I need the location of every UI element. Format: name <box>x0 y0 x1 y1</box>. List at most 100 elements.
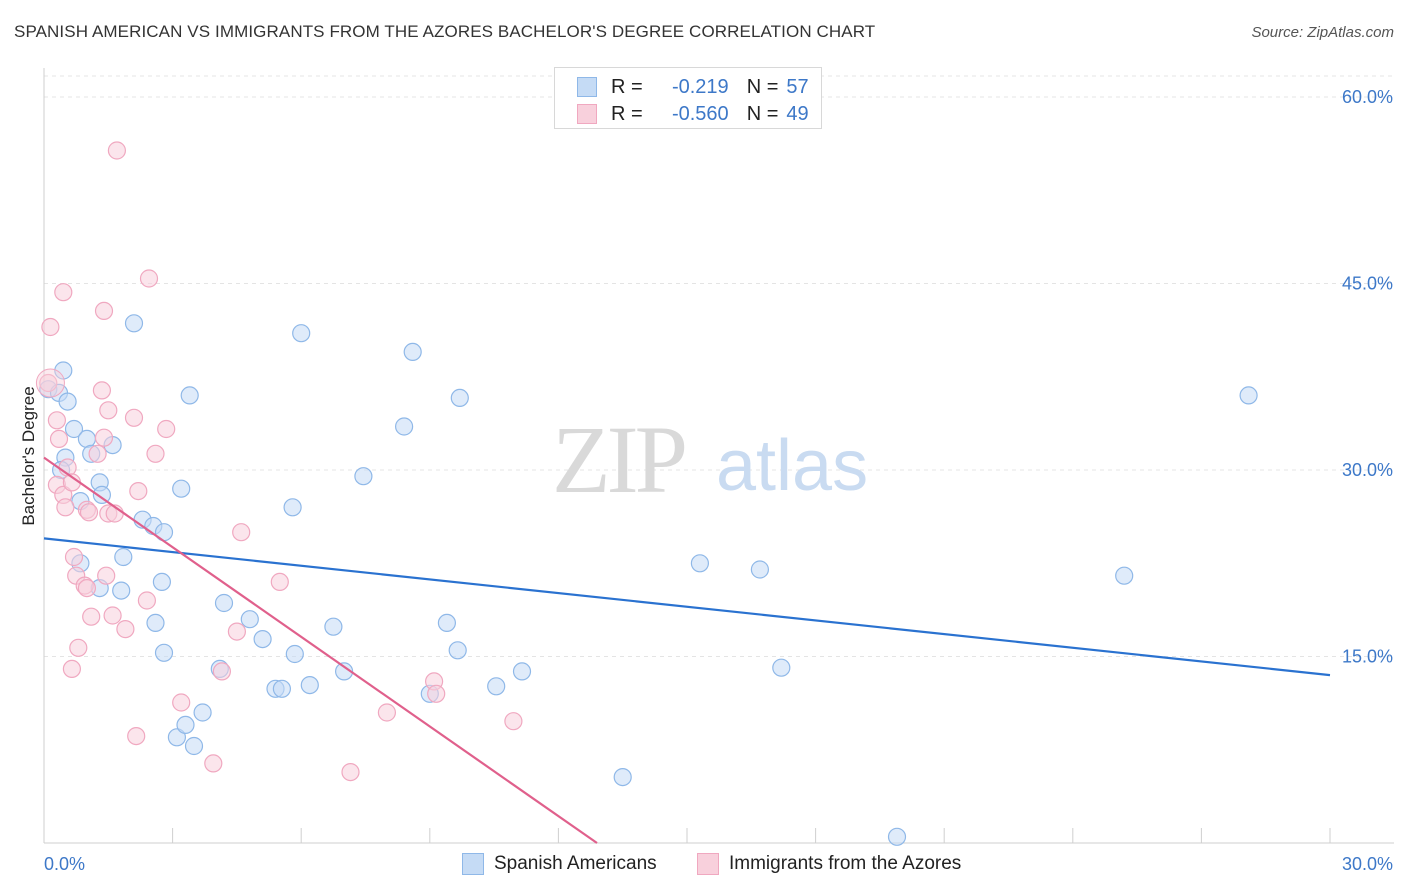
grid-lines <box>44 75 1394 657</box>
spanish-point <box>92 485 112 504</box>
azores-point <box>204 754 223 773</box>
series-spanish-americans <box>39 314 1258 846</box>
series-legend-label: Spanish Americans <box>494 853 657 874</box>
spanish-point <box>124 314 144 333</box>
azores-point <box>47 411 67 430</box>
legend-row-spanish: R = -0.219 N = 57 <box>577 75 809 99</box>
azores-point <box>146 444 165 463</box>
azores-point <box>56 498 75 517</box>
trend-line-spanish <box>43 537 1331 677</box>
spanish-point <box>152 572 171 592</box>
y-tick-label: 60.0% <box>1342 87 1393 107</box>
azores-point <box>427 684 446 703</box>
spanish-point <box>613 767 632 787</box>
spanish-point <box>64 419 84 439</box>
azores-point <box>41 317 60 337</box>
legend-n-label: N = <box>746 102 779 125</box>
chart-title: SPANISH AMERICAN VS IMMIGRANTS FROM THE … <box>14 22 876 41</box>
spanish-point <box>772 658 791 677</box>
series-azores-immigrants <box>35 141 523 782</box>
correlation-legend: R = -0.219 N = 57 R = -0.560 N = 49 <box>554 67 822 129</box>
azores-point <box>77 578 97 598</box>
spanish-point <box>354 467 373 486</box>
azores-point <box>129 482 148 501</box>
series-legend-spanish: Spanish Americans <box>462 852 657 876</box>
spanish-point <box>487 677 506 696</box>
azores-point <box>94 301 114 320</box>
spanish-point <box>193 703 212 722</box>
spanish-point <box>1239 386 1258 405</box>
azores-point <box>124 408 144 427</box>
legend-n-label: N = <box>746 75 779 98</box>
spanish-point <box>690 554 710 573</box>
spanish-point <box>512 662 532 681</box>
watermark-atlas: atlas <box>716 426 868 506</box>
azores-point <box>504 712 523 731</box>
trend-lines <box>43 456 1331 844</box>
azores-point <box>54 283 73 302</box>
spanish-point <box>154 643 174 662</box>
watermark: ZIP atlas <box>552 406 868 513</box>
spanish-point <box>437 613 456 633</box>
azores-point <box>232 523 251 542</box>
spanish-point <box>114 547 133 567</box>
spanish-point <box>324 617 343 636</box>
spanish-point <box>214 593 234 613</box>
azores-point <box>94 428 114 447</box>
spanish-point <box>272 679 291 698</box>
series-legend-swatch-blue <box>462 853 484 875</box>
spanish-point <box>176 715 195 735</box>
spanish-point <box>750 560 770 579</box>
y-tick-label: 45.0% <box>1342 274 1393 294</box>
azores-point-large <box>35 368 65 398</box>
x-tick-label: 30.0% <box>1342 854 1393 874</box>
spanish-point <box>448 641 467 660</box>
spanish-point <box>180 386 199 405</box>
azores-point <box>116 619 135 639</box>
source-label: Source: ZipAtlas.com <box>1251 24 1394 41</box>
tick-labels: 15.0% 30.0% 45.0% 60.0% 0.0% 30.0% <box>44 87 1393 874</box>
spanish-point <box>146 613 165 633</box>
trend-line-azores <box>43 456 598 844</box>
spanish-point <box>253 629 272 649</box>
series-legend-swatch-pink <box>697 853 719 875</box>
legend-r-label: R = <box>611 102 643 125</box>
azores-point <box>157 419 176 439</box>
spanish-point <box>300 675 319 695</box>
legend-swatch-blue <box>577 77 597 97</box>
azores-point <box>79 503 99 522</box>
azores-point <box>341 762 360 782</box>
watermark-zip: ZIP <box>552 406 685 513</box>
series-legend-azores: Immigrants from the Azores <box>697 852 961 876</box>
spanish-point <box>292 324 311 343</box>
spanish-point <box>403 342 422 361</box>
spanish-point <box>54 361 73 380</box>
azores-point <box>227 622 246 641</box>
spanish-point <box>887 827 907 846</box>
spanish-point <box>450 388 469 407</box>
series-legend-label: Immigrants from the Azores <box>729 853 962 874</box>
spanish-point <box>285 644 304 664</box>
spanish-point <box>167 728 186 747</box>
azores-point <box>92 381 112 400</box>
y-tick-label: 30.0% <box>1342 460 1393 480</box>
azores-point <box>82 607 101 626</box>
legend-r-value: -0.560 <box>671 102 729 125</box>
y-axis-label: Bachelor's Degree <box>19 386 38 525</box>
legend-r-label: R = <box>611 75 643 98</box>
azores-point <box>88 444 107 463</box>
spanish-point <box>240 610 259 629</box>
legend-n-value: 49 <box>786 102 809 125</box>
spanish-point <box>395 417 414 436</box>
legend-row-azores: R = -0.560 N = 49 <box>577 102 809 126</box>
azores-point <box>270 572 289 592</box>
azores-point <box>69 638 88 657</box>
azores-point <box>49 429 69 448</box>
azores-point <box>172 693 191 712</box>
azores-point <box>39 373 58 393</box>
azores-point <box>377 703 396 722</box>
azores-point <box>64 547 84 567</box>
azores-point <box>99 401 118 420</box>
spanish-point <box>58 392 77 411</box>
